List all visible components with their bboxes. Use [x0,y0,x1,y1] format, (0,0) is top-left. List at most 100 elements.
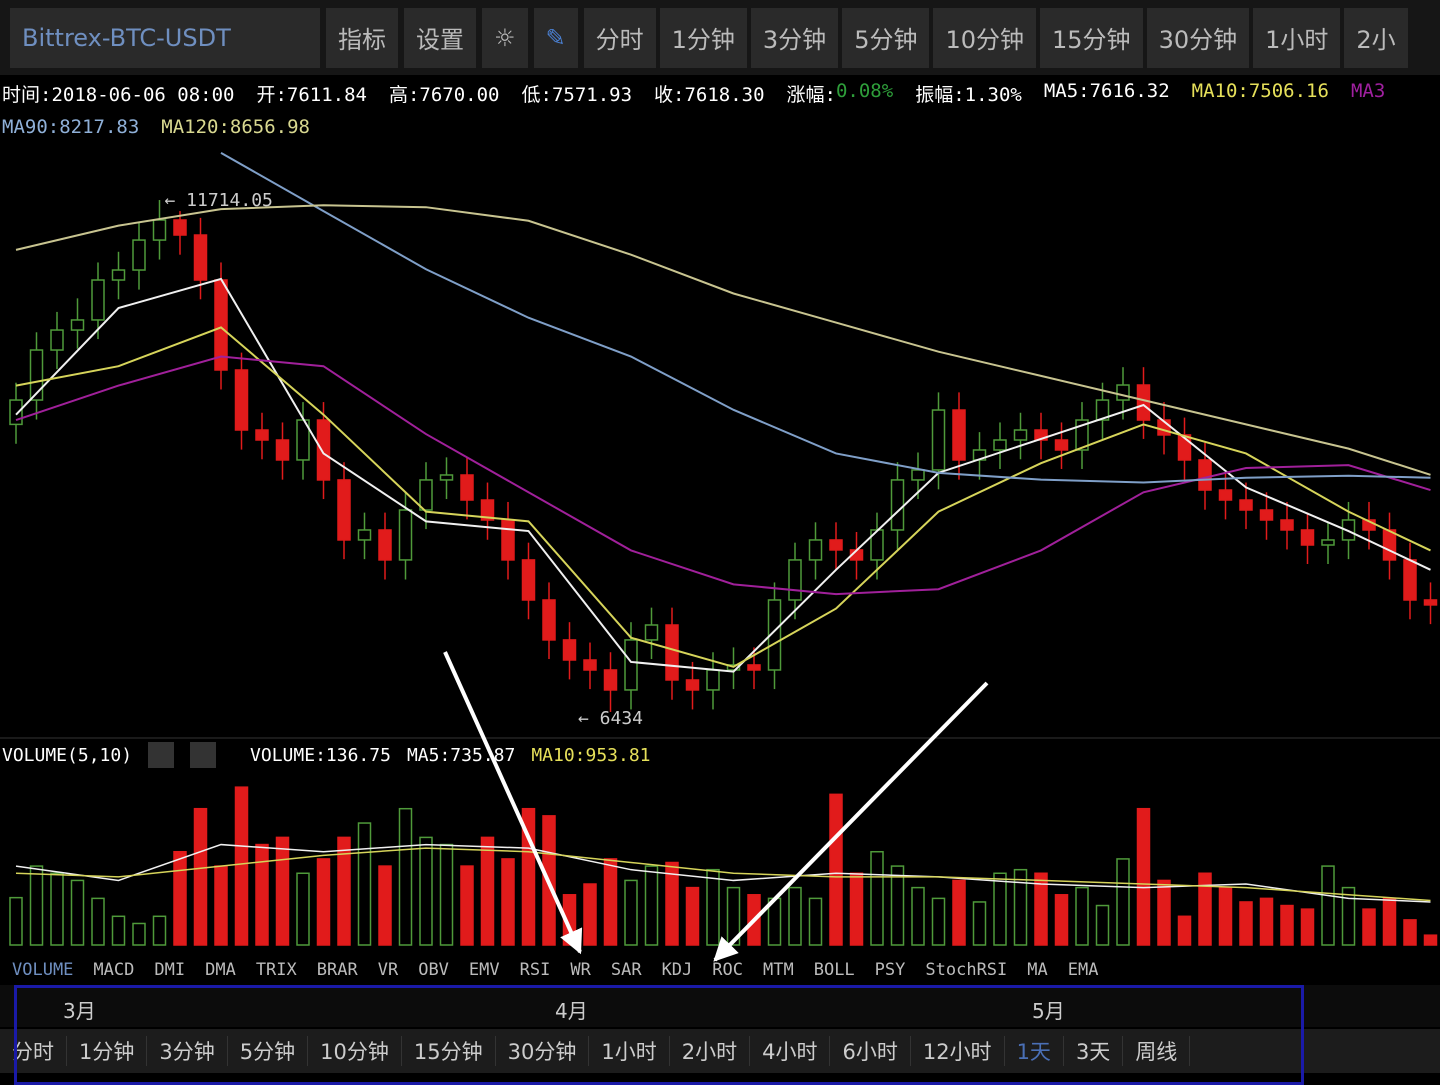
low-label: ← 6434 [578,708,643,729]
indicator-tab[interactable]: BRAR [316,960,358,980]
volume-ma10: MA10:953.81 [531,744,651,766]
volume-bar [1136,807,1151,946]
period-tab[interactable]: 1小时 [1253,7,1341,68]
indicator-tab[interactable]: VOLUME [12,960,74,980]
period-tab[interactable]: 10分钟 [933,7,1037,68]
volume-bar [111,915,126,946]
volume-bar [480,836,495,946]
period-tab[interactable]: 4小时 [750,1036,831,1066]
indicator-tab[interactable]: MACD [93,960,135,980]
candle-body [890,479,905,531]
indicator-tab[interactable]: DMI [154,960,186,980]
period-tab[interactable]: 3分钟 [147,1036,228,1066]
toolbar: Bittrex-BTC-USDT 指标 设置 ☼ ✎ 分时 1分钟 3分钟 5分钟 10… [0,0,1440,75]
volume-bar [1423,934,1438,946]
indicator-tab[interactable]: OBV [418,960,449,980]
info-item: 涨幅: [786,84,836,106]
period-tab[interactable]: 15分钟 [1040,7,1143,68]
period-tab[interactable]: 6小时 [830,1036,911,1066]
volume-bar [1321,865,1335,946]
indicator-tab[interactable]: WR [570,960,591,980]
period-tab[interactable]: 5分钟 [228,1036,309,1066]
period-tab[interactable]: 3分钟 [750,7,839,68]
candle-body [29,349,44,401]
candle-body [542,599,556,641]
volume-bar [132,922,146,946]
volume-bar [788,886,802,946]
period-tab[interactable]: 3天 [1064,1036,1124,1066]
symbol[interactable]: Bittrex-BTC-USDT [10,7,320,68]
indicator-tab[interactable]: StochRSI [925,960,1008,980]
draw-button[interactable]: ✎ [533,7,578,68]
volume-bar [50,872,64,946]
candle-body [152,219,167,241]
period-tab[interactable]: 15分钟 [402,1036,496,1066]
volume-ma5: MA5:735.87 [406,744,516,766]
period-tab[interactable]: 30分钟 [496,1036,590,1066]
info-item: MA10:7506.16 [1191,80,1329,102]
candle-body [1095,399,1110,421]
volume-bar [378,865,392,946]
ma-line [15,204,1431,476]
candle-body [706,669,720,691]
candle-body [931,409,946,471]
indicator-tab[interactable]: RSI [519,960,551,980]
candle-body [1403,559,1417,601]
period-tab[interactable]: 分时 [583,7,656,68]
period-tab[interactable]: 2小 [1344,7,1408,68]
candle-body [357,529,372,541]
period-tab[interactable]: 1小时 [589,1036,670,1066]
indicator-tab[interactable]: PSY [874,960,906,980]
volume-bar [316,858,331,946]
indicator-tab[interactable]: MTM [763,960,794,980]
ma-line [15,355,1431,596]
toggle[interactable] [190,742,217,768]
volume-bar [1177,915,1192,946]
candle-body [583,659,597,671]
month-label: 4月 [555,999,588,1023]
period-tab[interactable]: 周线 [1123,1036,1191,1066]
toggle[interactable] [148,742,175,768]
volume-bar [624,879,638,946]
candle-body [501,519,515,561]
period-tab[interactable]: 1分钟 [67,1036,148,1066]
volume-bar [9,896,23,946]
period-tab[interactable]: 分时 [0,1036,67,1066]
candle-body [521,559,536,601]
candle-body [562,639,577,661]
period-tab[interactable]: 30分钟 [1146,7,1250,68]
indicator-tab[interactable]: MA [1027,960,1048,980]
volume-bar [70,879,85,946]
period-tab[interactable]: 12小时 [911,1036,1005,1066]
candle-body [173,219,187,236]
period-tab[interactable]: 10分钟 [308,1036,402,1066]
indicator-tab[interactable]: ROC [712,960,743,980]
volume-bar [993,872,1007,946]
volume-bar [685,886,700,946]
period-tab[interactable]: 2小时 [670,1036,751,1066]
indicator-tab[interactable]: EMV [468,960,500,980]
indicator-tab[interactable]: BOLL [813,960,855,980]
period-tab[interactable]: 1天 [1005,1036,1064,1066]
indicator-tab[interactable]: EMA [1067,960,1099,980]
volume-bar [1116,858,1130,946]
candle-body [747,664,761,671]
volume-bar [91,897,105,946]
indicator-tab[interactable]: KDJ [661,960,693,980]
period-tab[interactable]: 1分钟 [659,7,747,68]
indicator-tab[interactable]: DMA [205,960,236,980]
theme-button[interactable]: ☼ [482,7,528,68]
indicator-tab[interactable]: VR [377,960,399,980]
settings-button[interactable]: 设置 [404,7,476,68]
info-item: MA120:8656.98 [161,116,310,138]
indicator-tab[interactable]: SAR [610,960,642,980]
period-tab[interactable]: 5分钟 [842,7,930,68]
indicator-tab[interactable]: TRIX [255,960,297,980]
indicator-button[interactable]: 指标 [326,7,398,68]
pointer-arrow [713,681,989,962]
info-item: 低:7571.93 [521,84,633,106]
volume-bar [337,836,351,946]
volume-bar [173,850,187,946]
candle-body [1075,419,1089,451]
